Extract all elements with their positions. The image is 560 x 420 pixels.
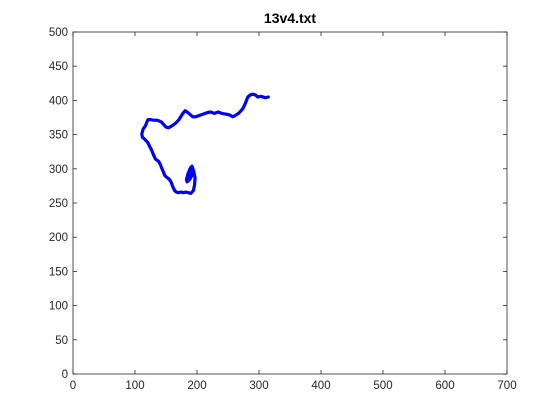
chart-title: 13v4.txt <box>264 10 316 26</box>
series-layer <box>140 92 270 195</box>
y-tick-label: 200 <box>49 232 68 244</box>
plot-area <box>73 32 507 374</box>
y-tick-label: 0 <box>62 369 68 381</box>
y-tick-label: 400 <box>49 95 68 107</box>
y-tick-label: 150 <box>49 266 68 278</box>
axes-layer: 0 100 200 300 400 500 600 700 0 50 100 150 200 250 300… <box>49 27 517 392</box>
y-tick-label: 250 <box>49 198 68 210</box>
y-tick-label: 100 <box>49 301 68 313</box>
x-tick-label: 700 <box>497 380 516 392</box>
x-tick-label: 100 <box>125 380 144 392</box>
y-tick-label: 300 <box>49 164 68 176</box>
x-tick-label: 500 <box>373 380 392 392</box>
y-tick-label: 500 <box>49 27 68 39</box>
x-tick-label: 300 <box>249 380 268 392</box>
y-tick-label: 350 <box>49 130 68 142</box>
series-line-1 <box>140 92 270 195</box>
y-tick-label: 50 <box>55 335 68 347</box>
x-tick-label: 400 <box>311 380 330 392</box>
x-tick-label: 0 <box>70 380 76 392</box>
y-tick-label: 450 <box>49 61 68 73</box>
x-tick-label: 200 <box>187 380 206 392</box>
x-tick-label: 600 <box>435 380 454 392</box>
